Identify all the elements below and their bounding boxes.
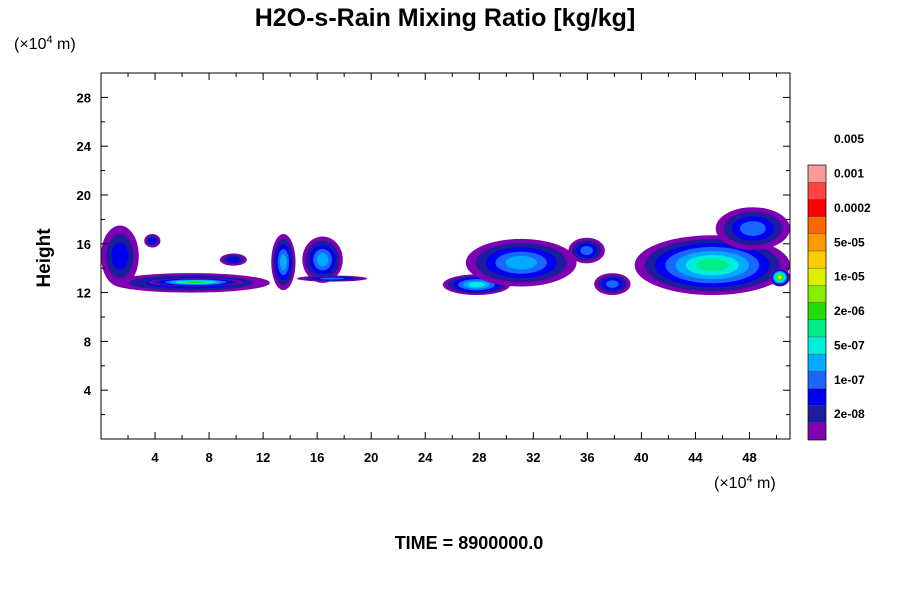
y-tick-label: 16 [77,237,91,252]
x-tick-label: 16 [310,450,324,465]
colorbar-swatch [807,371,827,389]
colorbar-swatch [807,353,827,372]
colorbar-frame [807,164,827,441]
cloud-field [101,207,790,296]
y-tick-label: 4 [84,383,92,398]
x-tick-label: 24 [418,450,433,465]
time-label: TIME = 8900000.0 [395,533,544,553]
cloud-contour-level-4 [279,254,287,271]
y-tick-label: 24 [77,139,92,154]
colorbar-swatch [807,319,827,338]
y-unit-label: (×104 m) [14,34,76,53]
cloud-contour-level-4 [505,255,537,270]
colorbar-swatch [807,302,827,320]
x-tick-label: 44 [688,450,703,465]
colorbar-label: 5e-07 [834,338,865,352]
colorbar-label: 0.001 [834,167,864,181]
colorbar-swatch [807,336,827,355]
colorbar-label: 0.0002 [834,201,871,215]
x-tick-label: 20 [364,450,378,465]
x-tick-label: 8 [205,450,212,465]
colorbar-swatch [807,181,827,200]
cloud-contour-level-5 [468,282,485,288]
cloud-contour-level-3 [739,221,766,236]
colorbar-swatch [807,405,827,424]
cloud-contour-level-2 [111,242,129,270]
colorbar-label: 5e-05 [834,235,865,249]
x-unit-label: (×104 m) [714,473,776,492]
chart-title: H2O-s-Rain Mixing Ratio [kg/kg] [255,4,636,32]
colorbar-swatch [807,422,827,441]
x-tick-label: 28 [472,450,486,465]
x-axis: 4 8 12 16 20 24 28 32 36 40 44 48 [127,73,777,465]
colorbar-swatch [807,285,827,303]
y-tick-label: 28 [77,90,91,105]
x-tick-label: 48 [742,450,756,465]
colorbar-swatch [807,267,827,286]
cloud-contour-level-2 [148,237,156,244]
colorbar-label: 1e-05 [834,270,865,284]
y-axis-label: Height [34,228,55,288]
cloud-contour-level-7 [186,281,205,284]
cloud-contour-level-3 [319,277,345,280]
colorbar-swatch [807,199,827,217]
x-tick-label: 40 [634,450,648,465]
colorbar-swatch [807,164,827,183]
cloud-contour-level-6 [695,258,729,272]
cloud-contour-level-3 [580,246,594,255]
colorbar-legend: 2e-08 1e-07 5e-07 2e-06 1e-05 5e-05 0.0002 0.00… [807,132,871,441]
cloud-contour-level-4 [316,253,329,267]
colorbar-swatch [807,250,827,269]
y-tick-label: 20 [77,188,91,203]
cloud-contour-level-2 [227,256,240,263]
y-tick-label: 12 [77,286,91,301]
colorbar-swatch [807,388,827,406]
colorbar-label: 2e-06 [834,304,865,318]
y-axis: 4 8 12 16 20 24 28 [77,72,790,416]
cloud-contour-level-3 [606,280,619,288]
y-tick-label: 8 [84,334,91,349]
plot-frame [100,72,791,440]
colorbar-label: 0.005 [834,132,864,146]
x-tick-label: 4 [151,450,159,465]
cloud-contour-level-9 [778,275,782,279]
colorbar-label: 2e-08 [834,407,865,421]
x-tick-label: 12 [256,450,270,465]
colorbar-label: 1e-07 [834,373,865,387]
x-tick-label: 36 [580,450,594,465]
colorbar-swatch [807,216,827,234]
x-tick-label: 32 [526,450,540,465]
colorbar-swatch [807,233,827,252]
